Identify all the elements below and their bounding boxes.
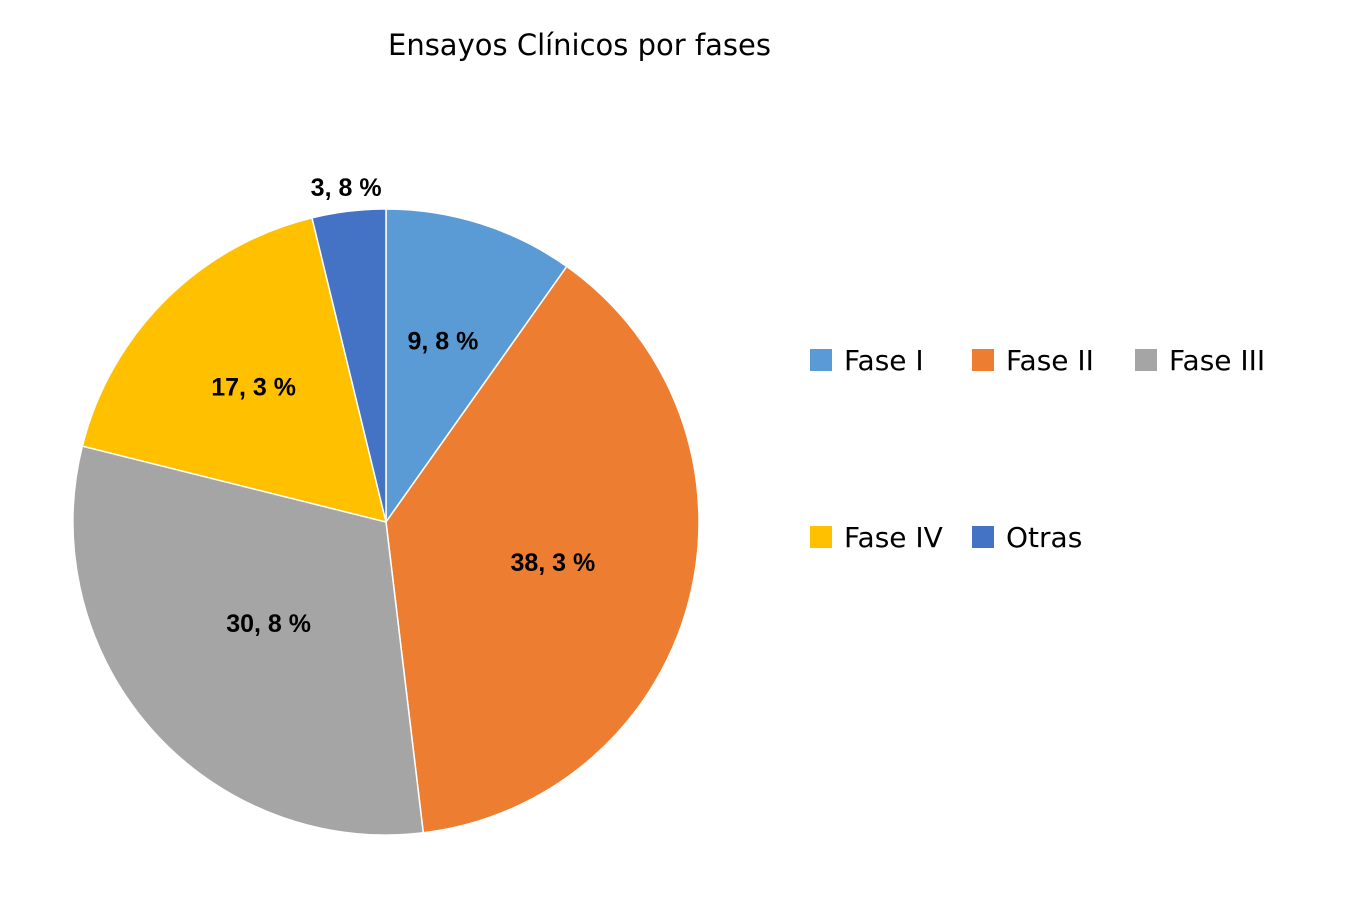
legend-label-fase-iii: Fase III xyxy=(1169,343,1266,377)
pie-slice-fase-iv[interactable] xyxy=(81,216,388,524)
legend-item-fase-iii[interactable]: Fase III xyxy=(1135,343,1265,377)
legend-swatch-fase-iv xyxy=(810,526,832,548)
data-label-fase-iv: 17, 3 % xyxy=(211,373,296,401)
legend-swatch-fase-iii xyxy=(1135,349,1157,371)
legend-swatch-fase-ii xyxy=(972,349,994,371)
data-label-fase-ii: 38, 3 % xyxy=(510,549,595,577)
legend-item-otras[interactable]: Otras xyxy=(972,520,1082,554)
pie-slice-otras[interactable] xyxy=(311,208,387,523)
legend-swatch-otras xyxy=(972,526,994,548)
pie-slice-fase-i[interactable] xyxy=(385,208,568,525)
legend-label-fase-iv: Fase IV xyxy=(844,520,943,554)
legend-swatch-fase-i xyxy=(810,349,832,371)
legend-item-fase-iv[interactable]: Fase IV xyxy=(810,520,943,554)
legend-item-fase-i[interactable]: Fase I xyxy=(810,343,924,377)
chart-title: Ensayos Clínicos por fases xyxy=(388,28,771,62)
legend-label-fase-i: Fase I xyxy=(844,343,924,377)
legend-item-fase-ii[interactable]: Fase II xyxy=(972,343,1094,377)
legend-label-fase-ii: Fase II xyxy=(1006,343,1094,377)
data-label-fase-i: 9, 8 % xyxy=(407,328,478,356)
data-label-fase-iii: 30, 8 % xyxy=(226,610,311,638)
pie-slice-fase-ii[interactable] xyxy=(385,265,700,834)
pie-slice-fase-iii[interactable] xyxy=(72,445,425,836)
legend-label-otras: Otras xyxy=(1006,520,1083,554)
data-label-otras: 3, 8 % xyxy=(311,174,382,202)
